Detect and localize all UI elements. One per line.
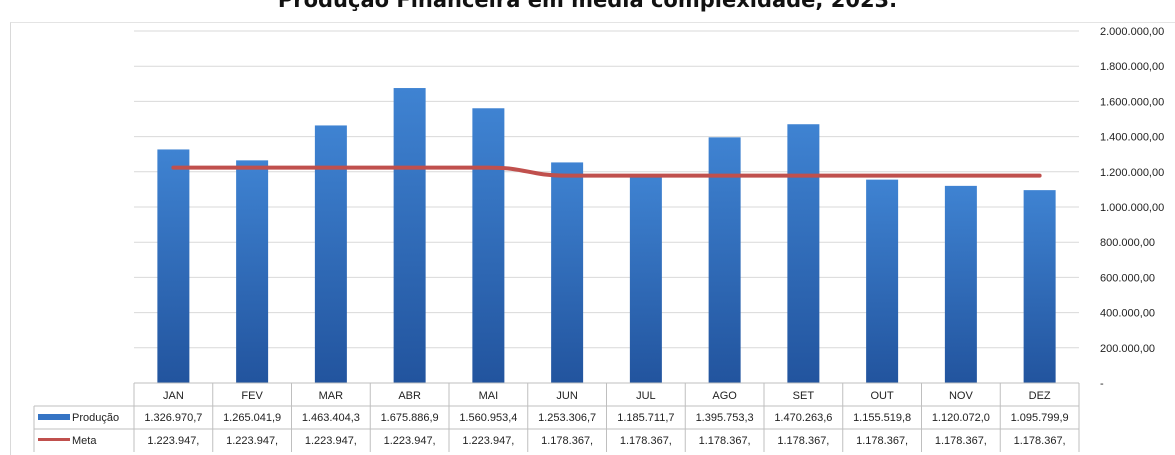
meta-series-line	[171, 165, 1042, 178]
data-label-meta: 1.178.367,	[935, 435, 987, 447]
y-tick-label: 400.000,00	[1100, 308, 1155, 320]
gridlines	[134, 30, 1079, 349]
data-label-meta: 1.178.367,	[777, 435, 829, 447]
chart-title: Produção Financeira em média complexidad…	[277, 0, 898, 12]
data-label-producao: 1.463.404,3	[302, 412, 360, 424]
y-tick-label: 1.800.000,00	[1100, 61, 1164, 73]
category-label: OUT	[871, 390, 895, 402]
data-label-producao: 1.120.072,0	[932, 412, 990, 424]
data-label-producao: 1.265.041,9	[223, 412, 281, 424]
line-series	[171, 165, 1042, 178]
category-label: JUN	[556, 390, 577, 402]
data-table: JAN FEV MAR ABR MAI JUN JUL AGO SET OUT NOV DEZ Prod…	[33, 382, 1080, 452]
bar	[314, 125, 347, 383]
data-label-producao: 1.185.711,7	[617, 412, 674, 424]
legend-label-producao: Produção	[72, 412, 119, 424]
data-label-producao: 1.395.753,3	[696, 412, 754, 424]
data-label-producao: 1.675.886,9	[381, 412, 439, 424]
category-label: MAI	[479, 390, 499, 402]
category-label: JUL	[636, 390, 656, 402]
category-label: SET	[793, 390, 815, 402]
y-axis: - 200.000,00 400.000,00 600.000,00 800.000,0…	[1100, 26, 1164, 390]
y-tick-label: 2.000.000,00	[1100, 26, 1164, 38]
legend-key-meta	[38, 438, 70, 441]
data-label-meta: 1.178.367,	[620, 435, 672, 447]
category-label: ABR	[398, 390, 421, 402]
category-label: DEZ	[1029, 390, 1051, 402]
bar	[157, 149, 190, 383]
chart-frame	[10, 22, 1175, 455]
legend-key-producao	[38, 414, 70, 420]
bar-series	[157, 88, 1056, 383]
y-tick-label: 1.400.000,00	[1100, 132, 1164, 144]
data-label-producao: 1.326.970,7	[144, 412, 202, 424]
category-label: AGO	[712, 390, 737, 402]
data-label-meta: 1.178.367,	[856, 435, 908, 447]
data-label-meta: 1.223.947,	[226, 435, 278, 447]
bar	[629, 174, 662, 383]
data-label-producao: 1.253.306,7	[538, 412, 596, 424]
data-label-producao: 1.155.519,8	[853, 412, 911, 424]
data-label-meta: 1.178.367,	[1014, 435, 1066, 447]
y-tick-label: -	[1100, 378, 1104, 390]
data-label-meta: 1.178.367,	[541, 435, 593, 447]
bar	[866, 179, 899, 383]
data-label-meta: 1.223.947,	[462, 435, 514, 447]
bar	[944, 185, 977, 383]
legend-label-meta: Meta	[72, 435, 97, 447]
bar	[551, 162, 584, 383]
data-label-producao: 1.095.799,9	[1011, 412, 1069, 424]
bar	[236, 160, 269, 383]
data-label-meta: 1.178.367,	[699, 435, 751, 447]
category-label: JAN	[163, 390, 184, 402]
category-label: NOV	[949, 390, 974, 402]
bar	[787, 124, 820, 383]
bar	[1023, 190, 1056, 383]
category-label: MAR	[319, 390, 344, 402]
y-tick-label: 1.000.000,00	[1100, 202, 1164, 214]
y-tick-label: 1.600.000,00	[1100, 96, 1164, 108]
y-tick-label: 1.200.000,00	[1100, 167, 1164, 179]
bar	[708, 137, 741, 383]
data-label-meta: 1.223.947,	[147, 435, 199, 447]
y-tick-label: 200.000,00	[1100, 343, 1155, 355]
bar	[472, 108, 505, 383]
category-label: FEV	[241, 390, 263, 402]
bar	[393, 88, 426, 383]
data-label-meta: 1.223.947,	[384, 435, 436, 447]
y-tick-label: 800.000,00	[1100, 237, 1155, 249]
data-label-producao: 1.560.953,4	[459, 412, 517, 424]
y-tick-label: 600.000,00	[1100, 272, 1155, 284]
data-label-producao: 1.470.263,6	[774, 412, 832, 424]
data-label-meta: 1.223.947,	[305, 435, 357, 447]
